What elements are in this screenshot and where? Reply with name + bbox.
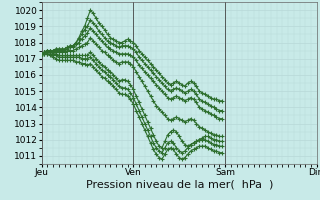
X-axis label: Pression niveau de la mer(  hPa  ): Pression niveau de la mer( hPa )	[85, 180, 273, 190]
